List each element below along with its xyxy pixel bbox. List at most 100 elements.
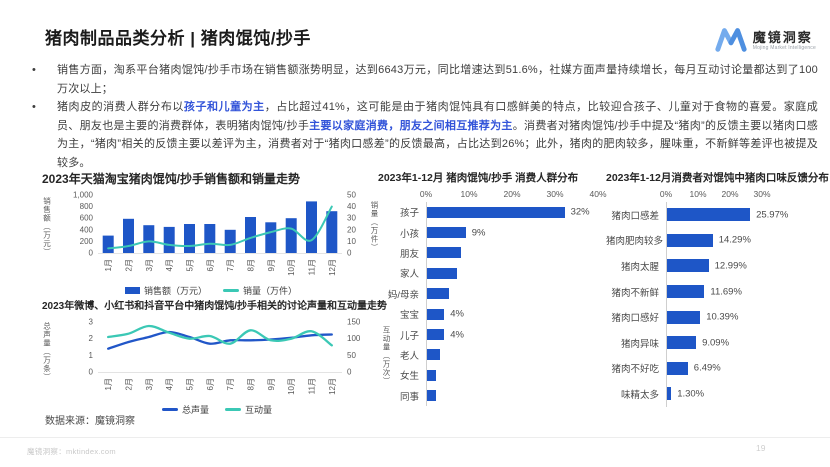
value-label: 11.69%	[710, 286, 742, 298]
bar	[427, 308, 445, 320]
axis-tick-label: 0	[89, 368, 94, 377]
bar-track	[426, 385, 605, 406]
legend-label: 销量（万件）	[243, 286, 298, 296]
axis-tick-label: 0	[347, 249, 352, 258]
brand-logo: 魔镜洞察 Mojing Market Intelligence	[715, 26, 816, 57]
category-label: 小孩	[399, 228, 419, 240]
summary-bullet: 猪肉皮的消费人群分布以孩子和儿童为主，占比超过41%，这可能是由于猪肉馄饨具有口…	[28, 98, 818, 172]
highlighted-text: 孩子和儿童为主	[183, 101, 265, 113]
legend-label: 销售额（万元）	[143, 286, 207, 296]
legend-line-swatch	[225, 408, 241, 411]
axis-tick-label: 12月	[328, 259, 337, 276]
plot-area: 0% 10% 20% 30% 40% 孩子 32% 小孩 9% 朋友 家人 妈/母亲 宝宝 4% 儿子 4% 老…	[378, 189, 608, 406]
x-tick-label: 10%	[689, 189, 707, 199]
bar-track: 4%	[426, 324, 605, 345]
bar-row: 猪肉不新鲜 11.69%	[606, 278, 830, 305]
bar-9月	[265, 222, 277, 253]
category-label: 猪肉不好吃	[611, 364, 659, 376]
value-label: 10.39%	[706, 311, 739, 323]
axis-tick-label: 10月	[287, 259, 296, 276]
body-text: 销售方面，淘系平台猪肉馄饨/抄手市场在销售额涨势明显，达到6643万元，同比增速…	[57, 64, 818, 95]
chart-title: 2023年1-12月消费者对馄饨中猪肉口味反馈分布	[606, 172, 829, 184]
logo-m-icon	[715, 26, 747, 57]
line-销量（万件）	[107, 205, 333, 250]
axis-tick-label: 40	[347, 202, 356, 211]
axis-tick-label: 2	[89, 334, 94, 343]
axis-tick-label: 9月	[267, 259, 276, 271]
line-互动量	[107, 324, 333, 347]
axis-tick-label: 6月	[206, 378, 215, 390]
bar-row: 家人	[378, 263, 608, 284]
plot-area: 0 200 400 600 800 1,000 0 10 20 30 40 50 1月 2月 3月 4月 5月 6…	[42, 189, 380, 283]
axis-tick-label: 10月	[287, 378, 296, 395]
category-label: 家人	[399, 269, 419, 281]
axis-tick-label: 400	[80, 225, 94, 234]
bar-row: 猪肉口感好 10.39%	[606, 304, 830, 330]
legend-bar-swatch	[124, 287, 140, 294]
bar	[667, 336, 697, 350]
bar	[427, 227, 466, 239]
bar-3月	[143, 225, 155, 253]
bar-track	[426, 283, 605, 304]
bar-track: 6.49%	[666, 355, 827, 382]
logo-subtitle: Mojing Market Intelligence	[752, 45, 816, 52]
bar	[427, 288, 449, 300]
x-tick-label: 30%	[546, 189, 564, 199]
axis-tick-label: 800	[80, 202, 94, 211]
axis-tick-label: 7月	[226, 259, 235, 271]
bar	[427, 267, 458, 279]
axis-tick-label: 8月	[247, 378, 256, 390]
summary-bullet: 销售方面，淘系平台猪肉馄饨/抄手市场在销售额涨势明显，达到6643万元，同比增速…	[28, 61, 818, 98]
value-label: 25.97%	[756, 209, 789, 221]
bar-track: 10.39%	[666, 304, 827, 330]
axis-tick-label: 600	[80, 214, 94, 223]
bar-4月	[163, 226, 175, 253]
bar	[667, 387, 672, 401]
value-label: 1.30%	[677, 388, 705, 400]
bar	[427, 349, 440, 361]
value-label: 9%	[471, 227, 486, 239]
axis-tick-label: 7月	[226, 378, 235, 390]
axis-tick-label: 12月	[328, 378, 337, 395]
chart-title: 2023年1-12月 猪肉馄饨/抄手 消费人群分布	[378, 172, 579, 184]
category-label: 女生	[399, 371, 419, 383]
axis-tick-label: 2月	[125, 378, 134, 390]
y-axis-label-left: 销售额（万元）	[42, 197, 52, 257]
plot-area: 0% 10% 20% 30% 猪肉口感差 25.97% 猪肉肥肉较多 14.29% 猪肉太腥 12…	[606, 189, 830, 407]
category-label: 猪肉异味	[620, 338, 659, 350]
bar-track	[426, 242, 605, 264]
axis-tick-label: 30	[347, 214, 356, 223]
bar-row: 宝宝 4%	[378, 303, 608, 325]
bar-12月	[326, 211, 338, 253]
body-text: ，占比超过41%，这可能是由于猪肉馄饨具有口感鲜美的特点，比较迎合孩子、儿童对于…	[57, 101, 819, 132]
value-label: 12.99%	[714, 260, 747, 272]
chart-social-buzz-trend: 2023年微博、小红书和抖音平台中猪肉馄饨/抄手相关的讨论声量和互动量走势 总声…	[42, 297, 392, 416]
bar-track: 4%	[426, 303, 605, 325]
chart-title: 2023年天猫淘宝猪肉馄饨/抄手销售额和销量走势	[42, 172, 301, 186]
value-label: 9.09%	[702, 337, 730, 349]
bar-row: 猪肉异味 9.09%	[606, 329, 830, 356]
axis-tick-label: 50	[347, 191, 356, 200]
axis-tick-label: 50	[347, 351, 356, 360]
axis-tick-label: 9月	[267, 378, 276, 390]
footer-site-text: 魔镜洞察：mktindex.com	[27, 447, 116, 456]
axis-tick-label: 11月	[308, 378, 317, 394]
axis-tick-label: 0	[347, 368, 352, 377]
category-label: 猪肉口感好	[611, 313, 659, 325]
bar-track: 11.69%	[666, 278, 827, 305]
legend-label: 互动量	[245, 405, 273, 415]
bar-row: 猪肉太腥 12.99%	[606, 253, 830, 279]
bar	[667, 361, 688, 375]
x-tick-label: 40%	[589, 189, 607, 199]
bar-row: 同事	[378, 385, 608, 406]
summary-bullet-list: 销售方面，淘系平台猪肉馄饨/抄手市场在销售额涨势明显，达到6643万元，同比增速…	[28, 61, 818, 172]
bar	[427, 247, 462, 259]
bar-10月	[285, 218, 297, 253]
chart-consumer-group-distribution: 2023年1-12月 猪肉馄饨/抄手 消费人群分布 0% 10% 20% 30% 40%…	[378, 170, 608, 406]
body-text: 猪肉皮的消费人群分布以	[57, 101, 184, 113]
page-number: 19	[756, 443, 766, 453]
highlighted-text: 主要以家庭消费，朋友之间相互推荐为主	[309, 119, 513, 132]
category-label: 朋友	[399, 248, 419, 260]
category-label: 儿子	[399, 330, 419, 342]
bar-row: 猪肉口感差 25.97%	[606, 202, 830, 228]
